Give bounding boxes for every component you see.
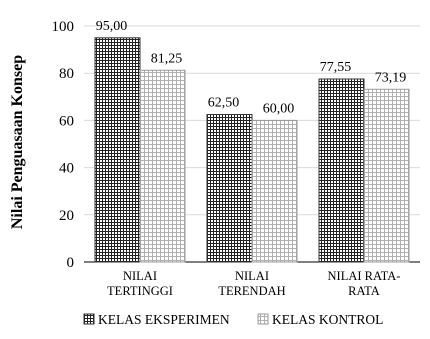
data-label-kelas-kontrol-1: 60,00 [263,101,295,116]
legend-swatch-kelas-eksperimen [83,313,95,325]
legend-swatch-kelas-kontrol [257,313,269,325]
y-tick-label: 80 [59,66,74,82]
legend-label-kelas-kontrol: KELAS KONTROL [272,312,383,327]
data-label-kelas-kontrol-0: 81,25 [151,51,183,66]
bar-kelas-eksperimen-2 [318,78,365,263]
x-category-label: NILAI RATA-RATA [328,269,401,298]
y-axis-title: Nilai Penguasaan Konsep [9,55,26,229]
y-tick-label: 60 [59,113,74,129]
bar-kelas-kontrol-1 [251,119,298,263]
bar-kelas-eksperimen-1 [206,114,253,263]
y-tick-label: 20 [59,208,74,224]
data-label-kelas-eksperimen-0: 95,00 [96,19,128,34]
bar-kelas-eksperimen-0 [94,37,141,263]
y-tick-label: 100 [52,19,75,35]
legend-label-kelas-eksperimen: KELAS EKSPERIMEN [98,312,230,327]
bar-kelas-kontrol-2 [363,88,410,263]
category-labels: NILAI TERTINGGI NILAI TERENDAH NILAI RATA-RA… [107,269,400,298]
data-labels: 95,00 81,25 62,50 60,00 77,55 73,19 [96,19,407,117]
data-label-kelas-eksperimen-2: 77,55 [320,60,352,75]
bars [94,37,410,263]
y-tick-label: 0 [67,255,75,271]
data-label-kelas-eksperimen-1: 62,50 [208,96,240,111]
legend: KELAS EKSPERIMEN KELAS KONTROL [83,312,383,327]
data-label-kelas-kontrol-2: 73,19 [375,70,407,85]
bar-kelas-kontrol-0 [139,69,186,263]
y-tick-label: 40 [59,161,74,177]
x-category-label: NILAI TERTINGGI [107,269,173,298]
x-category-label: NILAI TERENDAH [218,269,285,298]
